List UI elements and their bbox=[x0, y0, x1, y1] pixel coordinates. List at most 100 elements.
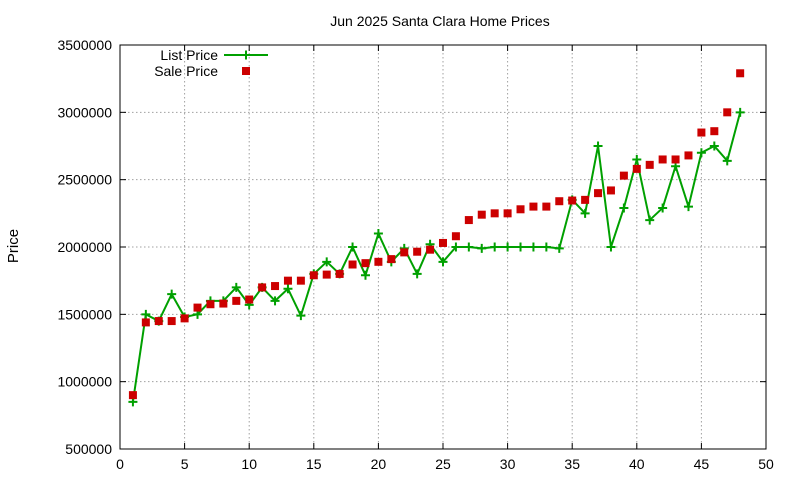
sale-price-point bbox=[568, 196, 577, 205]
x-tick-label: 40 bbox=[629, 456, 645, 472]
sale-price-point bbox=[335, 269, 344, 278]
list-price-point bbox=[658, 203, 668, 213]
list-price-point bbox=[619, 203, 629, 213]
x-tick-label: 50 bbox=[758, 456, 774, 472]
chart-title: Jun 2025 Santa Clara Home Prices bbox=[330, 13, 549, 29]
list-price-point bbox=[554, 243, 564, 253]
sale-price-point bbox=[141, 318, 150, 327]
sale-price-point bbox=[671, 155, 680, 164]
sale-price-point bbox=[206, 300, 215, 309]
sale-price-point bbox=[426, 245, 435, 254]
sale-price-point bbox=[309, 271, 318, 280]
sale-price-point bbox=[516, 205, 525, 214]
sale-price-point bbox=[684, 151, 693, 160]
x-tick-label: 35 bbox=[564, 456, 580, 472]
sale-price-point bbox=[503, 209, 512, 218]
list-price-point bbox=[373, 229, 383, 239]
sale-price-point bbox=[128, 391, 137, 400]
legend-point-sample bbox=[241, 50, 251, 60]
list-price-point bbox=[322, 257, 332, 267]
sale-price-point bbox=[464, 216, 473, 225]
list-price-point bbox=[645, 215, 655, 225]
sale-price-point bbox=[180, 314, 189, 323]
x-tick-label: 45 bbox=[694, 456, 710, 472]
sale-price-point bbox=[193, 303, 202, 312]
y-tick-label: 1000000 bbox=[57, 374, 112, 390]
list-price-point bbox=[464, 242, 474, 252]
y-tick-label: 3000000 bbox=[57, 104, 112, 120]
list-price-point bbox=[231, 282, 241, 292]
plot-frame bbox=[119, 44, 767, 450]
sale-price-point bbox=[710, 127, 719, 136]
sale-price-point bbox=[245, 295, 254, 304]
sale-price-point bbox=[283, 276, 292, 285]
sale-price-point bbox=[374, 257, 383, 266]
sale-price-point bbox=[167, 317, 176, 326]
list-price-point bbox=[632, 154, 642, 164]
list-price-point bbox=[412, 269, 422, 279]
sale-price-point bbox=[477, 210, 486, 219]
list-price-point bbox=[696, 148, 706, 158]
sale-price-point bbox=[154, 317, 163, 326]
x-tick-label: 5 bbox=[181, 456, 189, 472]
grid-lines bbox=[120, 45, 766, 449]
sale-price-point bbox=[658, 155, 667, 164]
list-price-point bbox=[490, 242, 500, 252]
y-tick-label: 3500000 bbox=[57, 37, 112, 53]
sale-price-point bbox=[296, 276, 305, 285]
series-sale-price bbox=[128, 69, 745, 400]
sale-price-point bbox=[606, 186, 615, 195]
list-price-point bbox=[451, 242, 461, 252]
x-tick-label: 10 bbox=[241, 456, 257, 472]
sale-price-point bbox=[387, 255, 396, 264]
sale-price-point bbox=[619, 171, 628, 180]
list-price-point bbox=[516, 242, 526, 252]
legend-label: List Price bbox=[160, 47, 218, 63]
list-price-point bbox=[606, 242, 616, 252]
sale-price-point bbox=[348, 260, 357, 269]
sale-price-point bbox=[271, 282, 280, 291]
list-price-point bbox=[528, 242, 538, 252]
list-price-point bbox=[270, 296, 280, 306]
legend-label: Sale Price bbox=[154, 63, 218, 79]
sale-price-point bbox=[581, 195, 590, 204]
y-tick-label: 500000 bbox=[65, 441, 112, 457]
plot-area bbox=[128, 69, 745, 407]
series-list-price bbox=[128, 107, 745, 407]
x-tick-label: 20 bbox=[371, 456, 387, 472]
sale-price-point bbox=[529, 202, 538, 211]
list-price-point bbox=[722, 156, 732, 166]
sale-price-point bbox=[555, 197, 564, 206]
list-price-point bbox=[593, 141, 603, 151]
list-price-point bbox=[348, 242, 358, 252]
list-price-point bbox=[283, 284, 293, 294]
list-price-point bbox=[167, 289, 177, 299]
y-tick-label: 2000000 bbox=[57, 239, 112, 255]
x-tick-label: 15 bbox=[306, 456, 322, 472]
sale-price-point bbox=[723, 108, 732, 117]
x-tick-label: 30 bbox=[500, 456, 516, 472]
x-tick-label: 25 bbox=[435, 456, 451, 472]
sale-price-point bbox=[451, 232, 460, 241]
list-price-line bbox=[131, 112, 742, 403]
list-price-point bbox=[141, 309, 151, 319]
sale-price-point bbox=[361, 259, 370, 268]
y-tick-label: 2500000 bbox=[57, 172, 112, 188]
list-price-point bbox=[296, 311, 306, 321]
sale-price-point bbox=[400, 248, 409, 257]
sale-price-point bbox=[542, 202, 551, 211]
legend-point-sample bbox=[242, 67, 250, 75]
sale-price-point bbox=[322, 270, 331, 279]
sale-price-point bbox=[632, 164, 641, 173]
sale-price-point bbox=[439, 238, 447, 247]
list-price-point bbox=[438, 257, 448, 267]
list-price-point bbox=[541, 242, 551, 252]
axis-ticks: 0 5 10 15 20 25 30 35 40 45 50 500000 1000000 1500000… bbox=[57, 37, 774, 472]
sale-price-point bbox=[219, 299, 228, 308]
list-price-point bbox=[580, 208, 590, 218]
y-axis-label: Price bbox=[5, 229, 22, 263]
sale-price-point bbox=[413, 247, 422, 256]
sale-price-point bbox=[697, 128, 706, 137]
sale-price-point bbox=[232, 296, 241, 305]
